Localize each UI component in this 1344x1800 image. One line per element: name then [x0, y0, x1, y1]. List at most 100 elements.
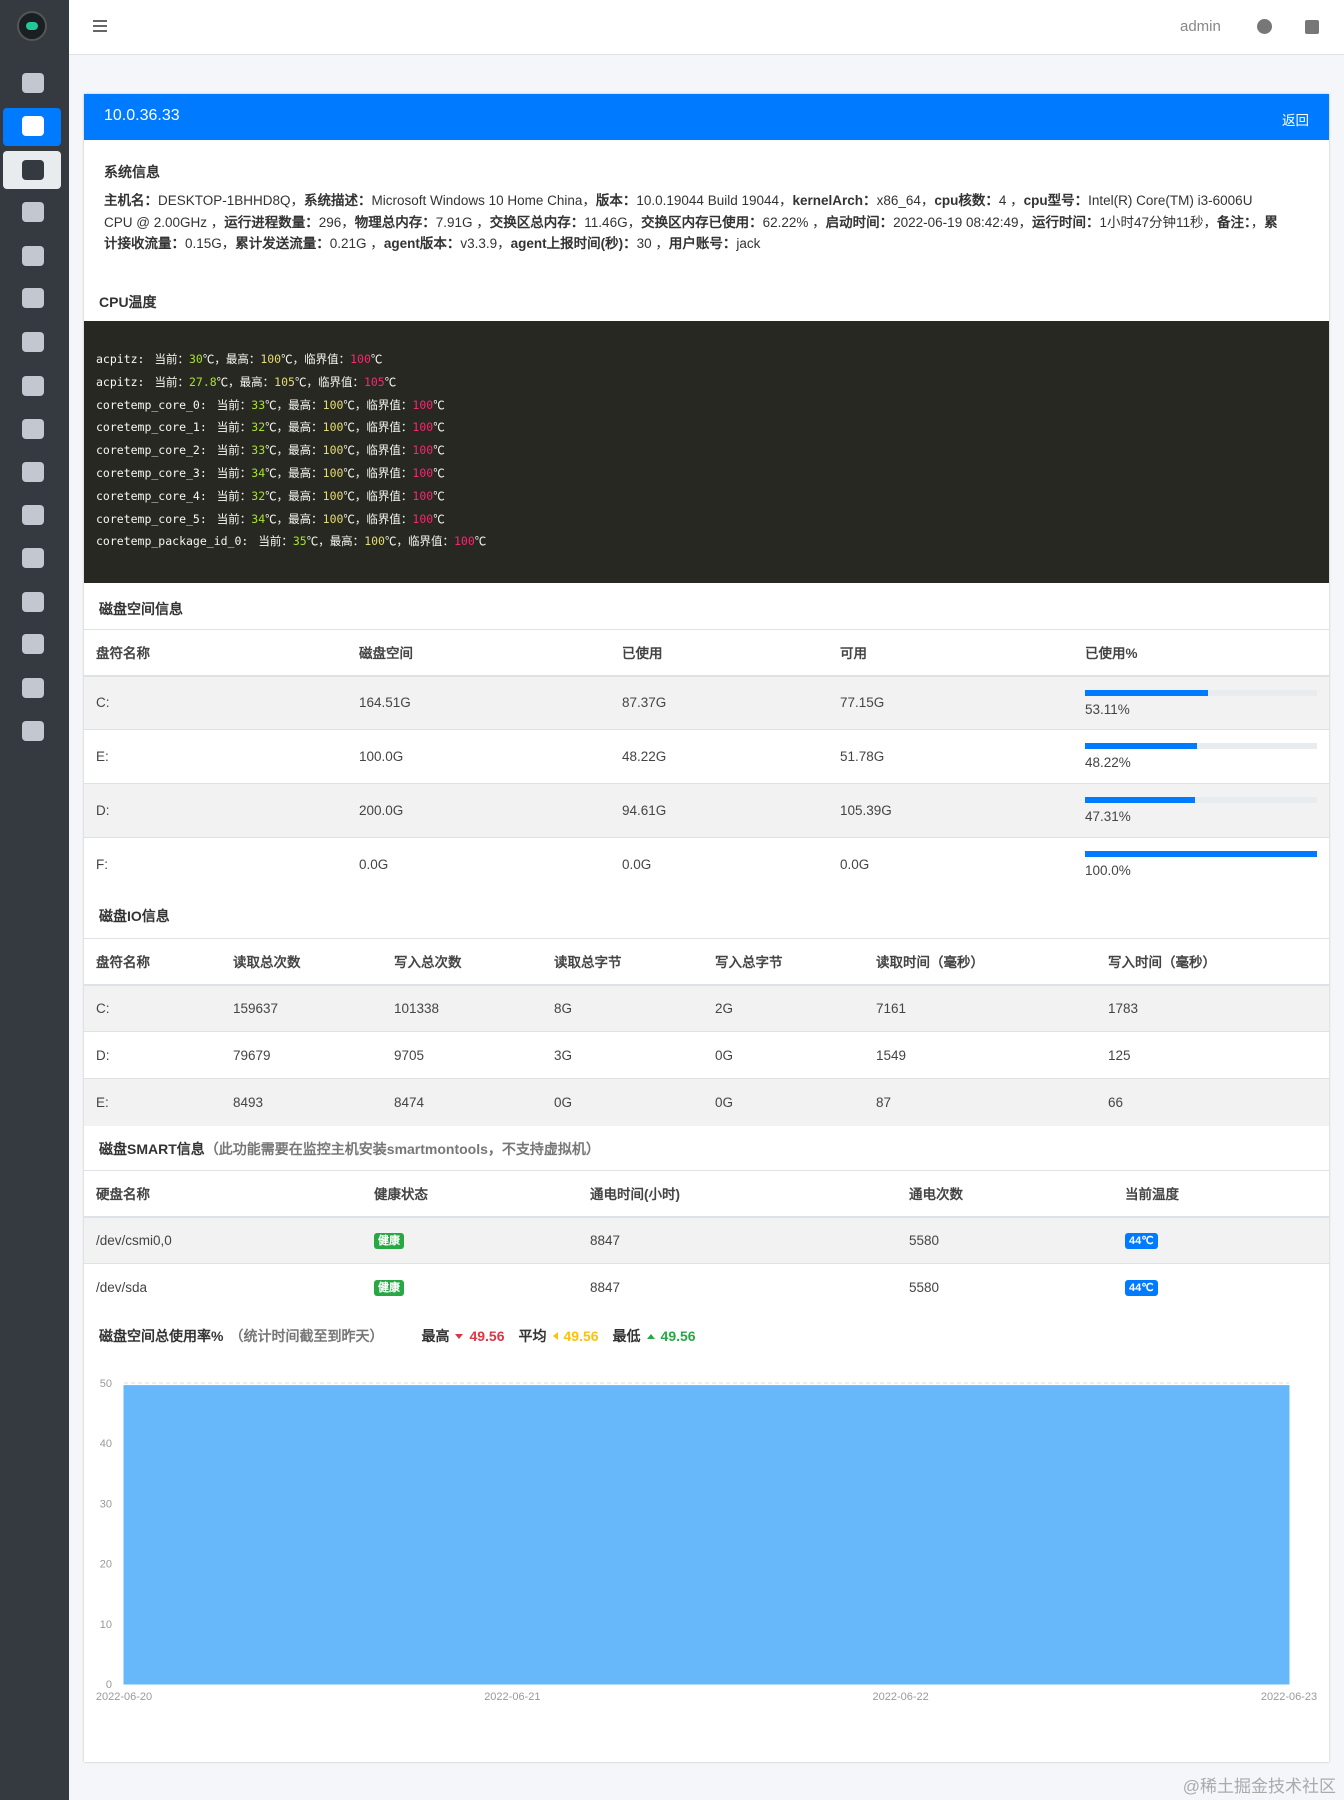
temp-sep: ， — [354, 420, 367, 435]
temp-unit: ℃ — [370, 352, 383, 366]
card-header: 10.0.36.33 返回 — [84, 94, 1329, 140]
nav-icon[interactable] — [22, 592, 44, 612]
temp-sep: ， — [354, 397, 367, 412]
cpu-temp-console: acpitz: 当前：30℃，最高：100℃，临界值：100℃ acpitz: 当前：… — [84, 321, 1329, 583]
user-icon[interactable] — [1257, 19, 1272, 34]
temp-value: 100 — [350, 352, 371, 366]
nav-icon[interactable] — [22, 376, 44, 396]
cell: 0G — [703, 1031, 864, 1079]
stat-label: 最高 — [421, 1328, 450, 1344]
nav-icon[interactable] — [22, 202, 44, 222]
nav-icon[interactable] — [22, 419, 44, 439]
info-value: jack — [736, 236, 761, 251]
nav-icon[interactable] — [22, 246, 44, 266]
progress-label: 53.11% — [1085, 701, 1130, 717]
nav-icon[interactable] — [22, 505, 44, 525]
column-header: 读取时间（毫秒） — [864, 938, 1096, 986]
chart-subtitle: （统计时间截至到昨天） — [229, 1328, 384, 1344]
temp-sep: ， — [354, 443, 367, 458]
y-tick-label: 40 — [100, 1438, 112, 1450]
stat-arrow — [455, 1333, 464, 1339]
temp-value: 105 — [274, 374, 295, 389]
x-tick-label: 2022-06-22 — [873, 1691, 929, 1703]
temp-value: 100 — [412, 443, 434, 458]
cell: 44℃ — [1113, 1263, 1329, 1311]
temp-unit: ℃ — [265, 488, 277, 503]
column-header: 读取总次数 — [221, 938, 382, 986]
nav-icon[interactable] — [22, 462, 44, 482]
cell: F: — [84, 837, 347, 892]
table-row: E: 8493 8474 0G 0G 87 66 — [84, 1078, 1329, 1126]
column-header: 健康状态 — [362, 1170, 578, 1218]
cell: 0.0G — [347, 837, 610, 892]
card: 10.0.36.33 返回 系统信息 主机名：DESKTOP-1BHHD8Q，系… — [84, 94, 1329, 1762]
temp-line: acpitz: 当前：30℃，最高：100℃，临界值：100℃ — [96, 348, 1317, 371]
nav-icon[interactable] — [22, 288, 44, 308]
section-heading: 系统信息 — [104, 164, 160, 180]
header-row: 硬盘名称 健康状态 通电时间(小时) 通电次数 当前温度 — [84, 1170, 1329, 1218]
temp-label: 当前： — [216, 465, 252, 480]
temp-label: 最高： — [225, 352, 261, 366]
temp-label: 最高： — [329, 534, 365, 549]
temp-value: 35 — [292, 534, 307, 549]
badge: 44℃ — [1125, 1232, 1158, 1249]
temp-label: 临界值： — [366, 488, 413, 503]
info-label: 累计接收流量： — [104, 214, 1278, 252]
cell: 8847 — [578, 1263, 897, 1311]
progress-bar — [1085, 851, 1317, 857]
column-header: 写入总字节 — [703, 938, 864, 986]
temp-label: 最高： — [239, 374, 275, 389]
sensor-name: acpitz: — [96, 374, 145, 389]
progress-bar — [1085, 743, 1197, 749]
info-label: 系统描述： — [304, 193, 372, 208]
column-header: 写入时间（毫秒） — [1096, 938, 1329, 986]
sensor-name: coretemp_core_2: — [96, 443, 207, 458]
cell: 8474 — [382, 1078, 542, 1126]
nav-icon[interactable] — [22, 73, 44, 93]
nav-icon[interactable] — [22, 116, 44, 136]
temp-sep: ， — [318, 534, 330, 549]
temp-unit: ℃ — [306, 534, 319, 549]
temp-unit: ℃ — [294, 374, 307, 389]
temp-unit: ℃ — [265, 465, 277, 480]
back-link[interactable]: 返回 — [1282, 113, 1309, 128]
info-label: 备注： — [1217, 214, 1251, 230]
close-icon[interactable] — [1305, 20, 1319, 34]
stat-arrow — [646, 1333, 655, 1339]
progress-bar — [1085, 689, 1209, 696]
menu-toggle[interactable] — [93, 20, 107, 32]
info-value: 30 ， — [636, 236, 669, 251]
temp-sep: ， — [354, 488, 367, 503]
y-tick-label: 50 — [100, 1378, 112, 1390]
section-heading: 磁盘SMART信息（此功能需要在监控主机安装smartmontools，不支持虚… — [99, 1140, 600, 1158]
progress-label: 100.0% — [1085, 863, 1131, 878]
cell: 0G — [703, 1078, 864, 1126]
nav-icon[interactable] — [22, 678, 44, 698]
stat-value: 49.56 — [469, 1328, 505, 1344]
cell: 94.61G — [610, 783, 828, 838]
username[interactable]: admin — [1180, 18, 1221, 35]
y-tick-label: 20 — [100, 1559, 112, 1571]
info-value: Microsoft Windows 10 Home China， — [371, 193, 596, 208]
info-value: 4 ， — [998, 193, 1024, 208]
temp-unit: ℃ — [384, 534, 397, 549]
logo[interactable] — [17, 11, 47, 41]
cell: 8493 — [221, 1078, 382, 1126]
nav-icon[interactable] — [22, 634, 44, 654]
table-row: /dev/csmi0,0 健康 8847 5580 44℃ — [84, 1216, 1329, 1264]
info-value: 10.0.19044 Build 19044， — [636, 193, 793, 208]
nav-icon[interactable] — [22, 160, 44, 180]
info-value: 1小时47分钟11秒， — [1099, 214, 1218, 230]
nav-icon[interactable] — [22, 721, 44, 741]
cell: 87 — [864, 1078, 1096, 1126]
temp-label: 当前： — [216, 511, 252, 526]
x-tick-label: 2022-06-23 — [1261, 1691, 1317, 1703]
cell: C: — [84, 984, 221, 1032]
section-heading: 磁盘IO信息 — [99, 908, 170, 924]
temp-sep: ， — [354, 465, 367, 480]
temp-unit: ℃ — [384, 374, 397, 389]
nav-icon[interactable] — [22, 332, 44, 352]
nav-icon[interactable] — [22, 548, 44, 568]
temp-unit: ℃ — [343, 511, 355, 526]
info-label: 主机名： — [104, 193, 158, 208]
